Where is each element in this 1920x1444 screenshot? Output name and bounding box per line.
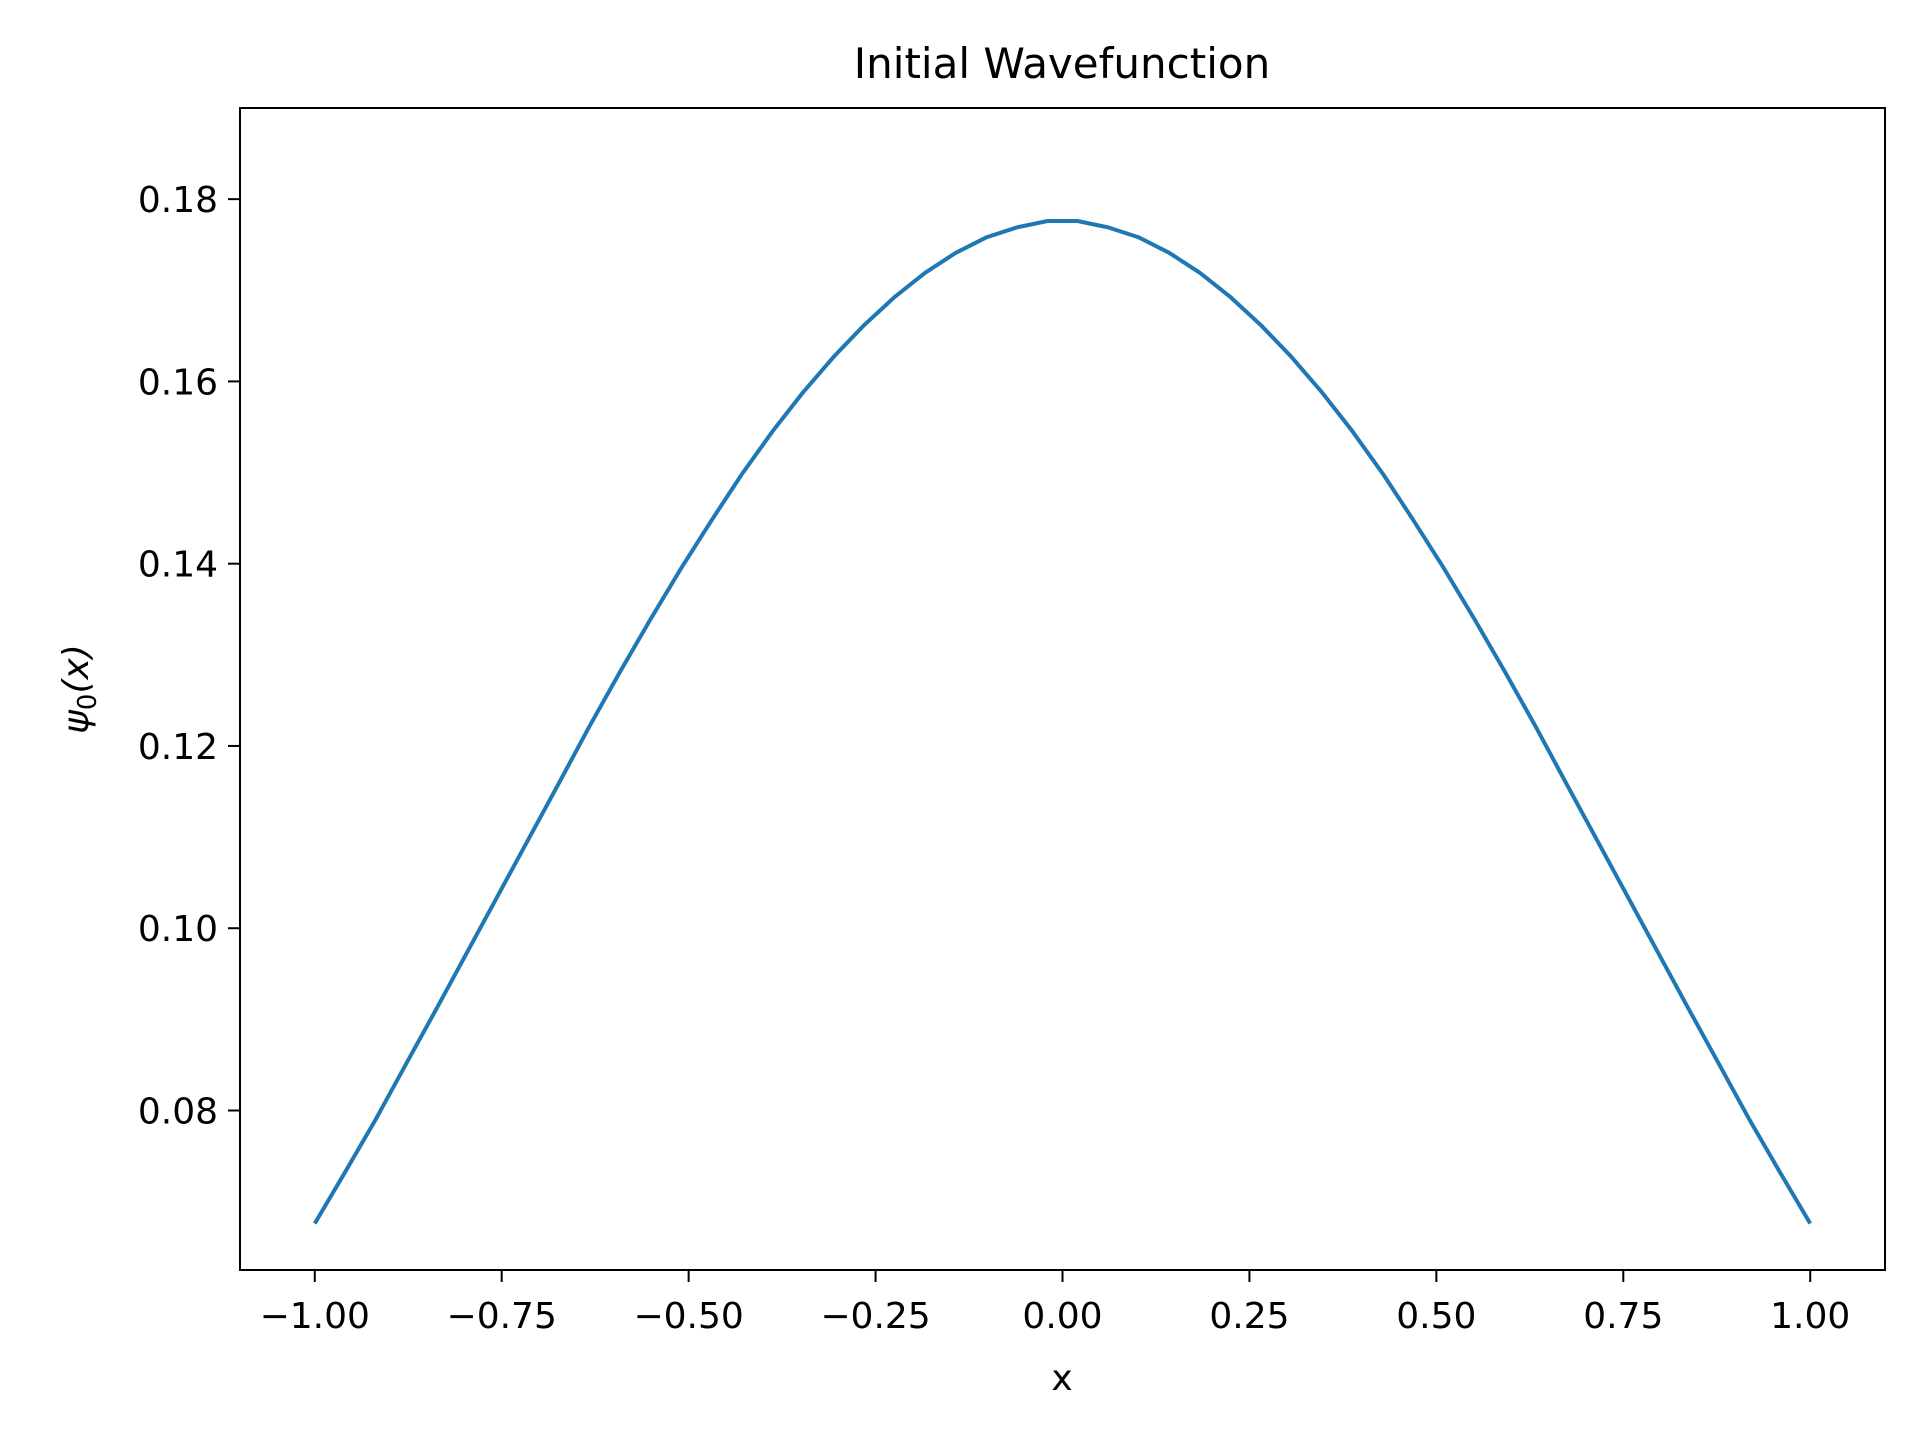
x-tick-label: −0.75: [447, 1296, 557, 1337]
x-tick-label: 0.50: [1396, 1296, 1476, 1337]
series-line: [313, 219, 1812, 1225]
y-tick-label: 0.10: [138, 909, 218, 950]
x-tick-label: 0.75: [1583, 1296, 1663, 1337]
y-tick-label: 0.14: [138, 545, 218, 586]
y-axis-label-symbol: ψ: [56, 709, 97, 734]
x-tick-label: −0.25: [820, 1296, 930, 1337]
y-axis-label-subscript: 0: [73, 694, 103, 711]
x-axis-label: x: [1051, 1358, 1072, 1399]
x-tick-label: 1.00: [1770, 1296, 1850, 1337]
y-axis: 0.08 0.10 0.12 0.14 0.16 0.18: [138, 180, 240, 1133]
x-tick-label: 0.25: [1209, 1296, 1289, 1337]
chart-title: Initial Wavefunction: [854, 39, 1270, 88]
x-tick-label: 0.00: [1022, 1296, 1102, 1337]
x-tick-label: −1.00: [260, 1296, 370, 1337]
y-axis-label: ψ0(x): [56, 644, 103, 734]
y-tick-label: 0.16: [138, 362, 218, 403]
plot-area-frame: [239, 107, 1886, 1271]
y-axis-label-argument: (x): [56, 644, 97, 693]
x-tick-label: −0.50: [633, 1296, 743, 1337]
y-tick-label: 0.08: [138, 1092, 218, 1133]
y-tick-label: 0.18: [138, 180, 218, 221]
x-axis: −1.00 −0.75 −0.50 −0.25 0.00 0.25 0.50 0.75 1.00: [260, 1270, 1850, 1337]
y-tick-label: 0.12: [138, 727, 218, 768]
